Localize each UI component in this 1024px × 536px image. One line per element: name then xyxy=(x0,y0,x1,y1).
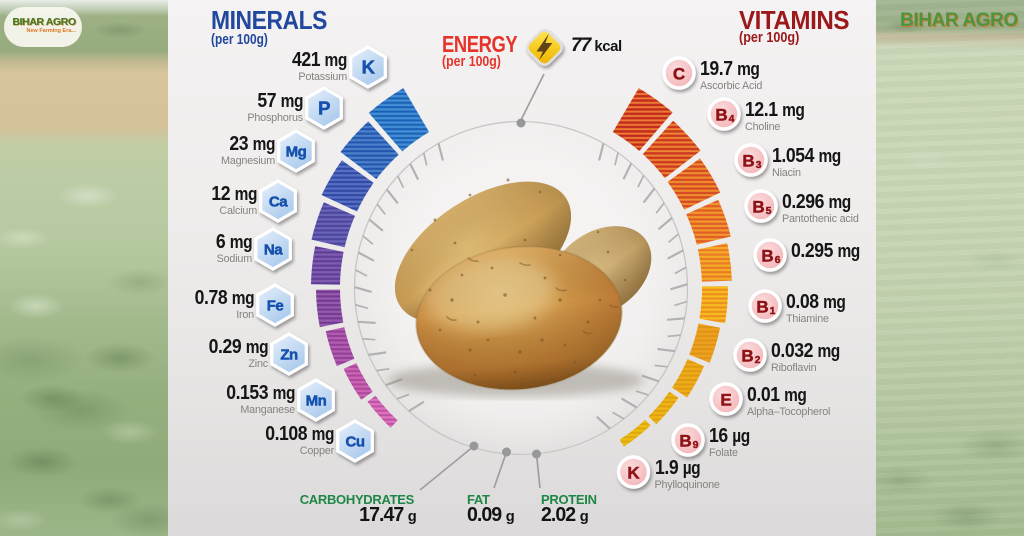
svg-text:Fe: Fe xyxy=(267,298,284,315)
svg-text:B: B xyxy=(752,198,764,217)
svg-text:Zn: Zn xyxy=(280,347,298,364)
svg-text:Cu: Cu xyxy=(346,434,365,451)
svg-text:3: 3 xyxy=(756,159,762,171)
svg-text:5: 5 xyxy=(766,205,772,217)
svg-text:B: B xyxy=(761,247,773,266)
svg-text:P: P xyxy=(318,98,330,119)
svg-text:9: 9 xyxy=(693,439,699,451)
svg-text:1: 1 xyxy=(770,305,776,317)
svg-text:Mn: Mn xyxy=(306,393,327,410)
svg-text:B: B xyxy=(715,106,727,125)
svg-text:K: K xyxy=(627,464,640,483)
svg-text:B: B xyxy=(742,152,754,171)
svg-text:Ca: Ca xyxy=(269,194,288,211)
svg-text:B: B xyxy=(679,432,691,451)
svg-text:4: 4 xyxy=(729,113,735,125)
svg-text:K: K xyxy=(362,57,376,78)
svg-text:B: B xyxy=(741,347,753,366)
svg-text:Mg: Mg xyxy=(286,144,307,161)
svg-text:Na: Na xyxy=(264,242,283,259)
svg-text:C: C xyxy=(673,65,685,84)
svg-text:2: 2 xyxy=(755,354,761,366)
svg-text:B: B xyxy=(756,298,768,317)
svg-text:6: 6 xyxy=(775,254,781,266)
svg-text:E: E xyxy=(720,391,731,410)
